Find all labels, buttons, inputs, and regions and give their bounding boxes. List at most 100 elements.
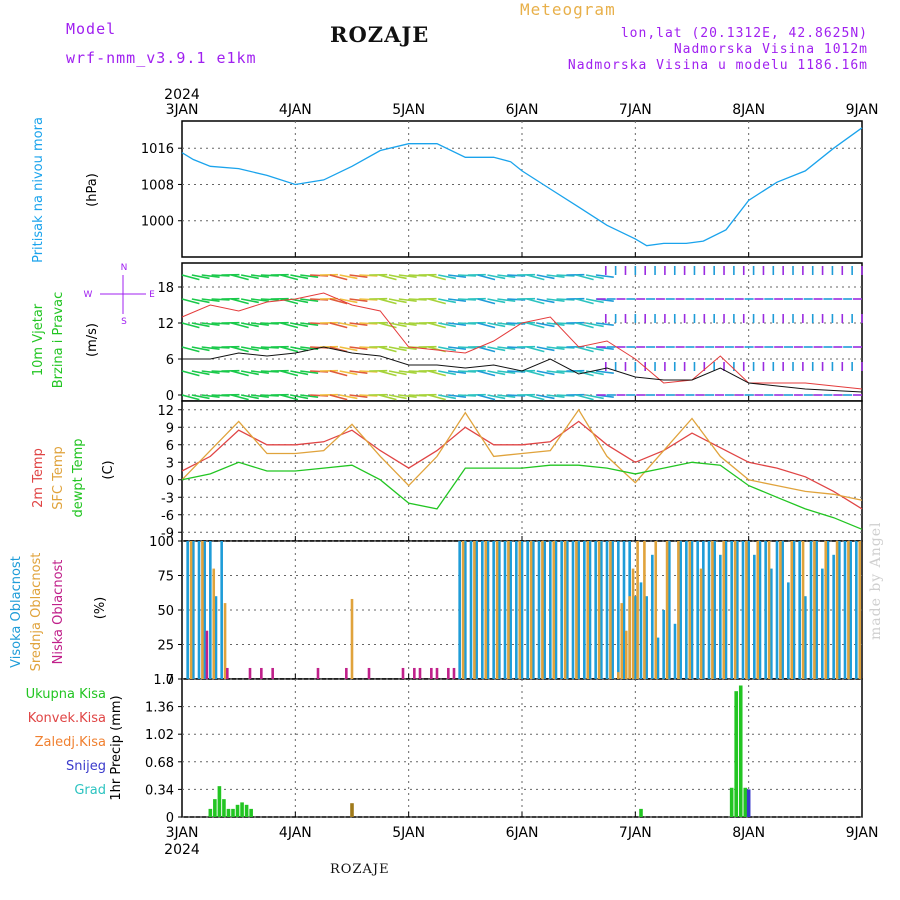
wind-barb bbox=[260, 370, 279, 373]
cloud-bar bbox=[624, 630, 628, 679]
cloud-bar bbox=[656, 637, 660, 679]
precip-bar bbox=[639, 808, 643, 817]
x-bottom-label: 8JAN bbox=[732, 825, 765, 841]
y-tick-label: 25 bbox=[157, 639, 174, 654]
wind-barb bbox=[231, 370, 249, 377]
wind-barb bbox=[211, 274, 230, 277]
cloud-unit: (%) bbox=[93, 597, 108, 620]
cloud-bar bbox=[787, 582, 790, 679]
precip-legend-item: Zaledj.Kisa bbox=[35, 735, 106, 750]
cloud-bar bbox=[484, 541, 488, 679]
wind-barb bbox=[536, 298, 555, 304]
cloud-bar bbox=[824, 541, 828, 679]
wind-key-e: E bbox=[149, 290, 155, 300]
wind-barb bbox=[290, 370, 309, 376]
cloud-bar bbox=[733, 541, 737, 679]
wind-barb bbox=[477, 274, 496, 281]
y-tick-label: 0 bbox=[166, 811, 174, 826]
wind-barb bbox=[575, 298, 594, 305]
wind-barb bbox=[536, 346, 555, 352]
wind-barb bbox=[388, 298, 407, 304]
wind-barb bbox=[447, 370, 467, 374]
panel-frame-precipitation bbox=[181, 678, 863, 818]
precip-bar bbox=[746, 789, 751, 817]
wind-barb bbox=[231, 322, 249, 329]
precip-bar bbox=[244, 804, 249, 817]
wind-barb bbox=[201, 346, 220, 350]
wind-barb bbox=[181, 346, 200, 353]
wind-barb bbox=[191, 298, 210, 304]
wind-barb bbox=[457, 394, 476, 397]
precip-bar bbox=[729, 787, 734, 817]
wind-barb bbox=[487, 394, 506, 400]
precip-bar bbox=[249, 808, 253, 817]
cloud-bar bbox=[634, 596, 637, 679]
wind-barb bbox=[349, 274, 368, 278]
cloud-bar bbox=[203, 541, 206, 679]
wind-barb bbox=[595, 274, 614, 278]
wind-barb bbox=[526, 346, 545, 353]
wind-barb bbox=[240, 370, 259, 376]
x-top-label: 6JAN bbox=[506, 102, 539, 118]
cloud-bar bbox=[192, 541, 195, 679]
precip-ylabel: 1hr Precip (mm) bbox=[109, 695, 124, 800]
cloud-bar bbox=[586, 541, 590, 679]
cloud-bar bbox=[515, 541, 518, 679]
cloud-bar bbox=[214, 596, 218, 679]
wind-barb bbox=[546, 298, 565, 302]
cloud-bar bbox=[722, 541, 726, 679]
sfc-temp-ylabel: SFC Temp bbox=[51, 446, 66, 510]
wind-barb bbox=[546, 346, 565, 350]
wind-barb bbox=[585, 322, 604, 328]
wind-barb bbox=[497, 346, 516, 350]
cloud-bar bbox=[645, 596, 648, 679]
wind-unit: (m/s) bbox=[85, 323, 100, 357]
cloud-bar bbox=[367, 667, 371, 679]
cloud-bar bbox=[452, 667, 456, 679]
wind-barb bbox=[477, 346, 496, 353]
cloud-bar bbox=[430, 667, 433, 679]
wind-barb bbox=[300, 298, 319, 302]
wind-barb bbox=[438, 298, 457, 304]
wind-barb bbox=[310, 370, 329, 373]
cloud-bar bbox=[486, 541, 490, 679]
cloud-bar bbox=[571, 541, 575, 679]
wind-barb bbox=[428, 274, 446, 281]
wind-barb bbox=[201, 370, 220, 374]
x-top-label: 8JAN bbox=[732, 102, 765, 118]
x-bottom-label: 5JAN bbox=[392, 825, 425, 841]
wind-barb bbox=[477, 322, 496, 329]
cloud-bar bbox=[747, 541, 750, 679]
wind-barb bbox=[408, 322, 427, 325]
wind-barb bbox=[201, 274, 220, 278]
cloud-bar bbox=[745, 541, 748, 679]
x-bottom-label: 3JAN bbox=[166, 825, 199, 841]
x-top-label: 9JAN bbox=[846, 102, 879, 118]
cloud-bar bbox=[543, 541, 546, 679]
wind-barb bbox=[497, 298, 516, 302]
wind-barb bbox=[280, 274, 299, 281]
cloud-bar bbox=[767, 541, 771, 679]
wind-barb bbox=[408, 370, 427, 373]
pressure-unit: (hPa) bbox=[85, 173, 100, 207]
wind-barb bbox=[181, 322, 200, 329]
mid-cloud-ylabel: Srednja Oblacnost bbox=[29, 553, 44, 672]
cloud-bar bbox=[464, 541, 467, 679]
cloud-bar bbox=[713, 541, 716, 679]
wind-barb bbox=[398, 322, 417, 326]
wind-barb bbox=[231, 346, 249, 353]
wind-ylabel-1: 10m Vjetar bbox=[31, 303, 46, 376]
wind-barb bbox=[457, 274, 476, 277]
cloud-bar bbox=[736, 541, 739, 679]
cloud-bar bbox=[532, 541, 535, 679]
wind-barb bbox=[250, 322, 269, 326]
wind-barb bbox=[487, 370, 506, 376]
wind-barb bbox=[447, 298, 467, 302]
wind-barb bbox=[310, 274, 329, 277]
y-tick-label: 1016 bbox=[141, 142, 174, 157]
lonlat-label: lon,lat (20.1312E, 42.8625N) bbox=[620, 26, 868, 41]
cloud-bar bbox=[855, 541, 858, 679]
wind-barb bbox=[457, 346, 476, 349]
wind-barb bbox=[575, 394, 594, 401]
wind-barb bbox=[438, 346, 457, 352]
